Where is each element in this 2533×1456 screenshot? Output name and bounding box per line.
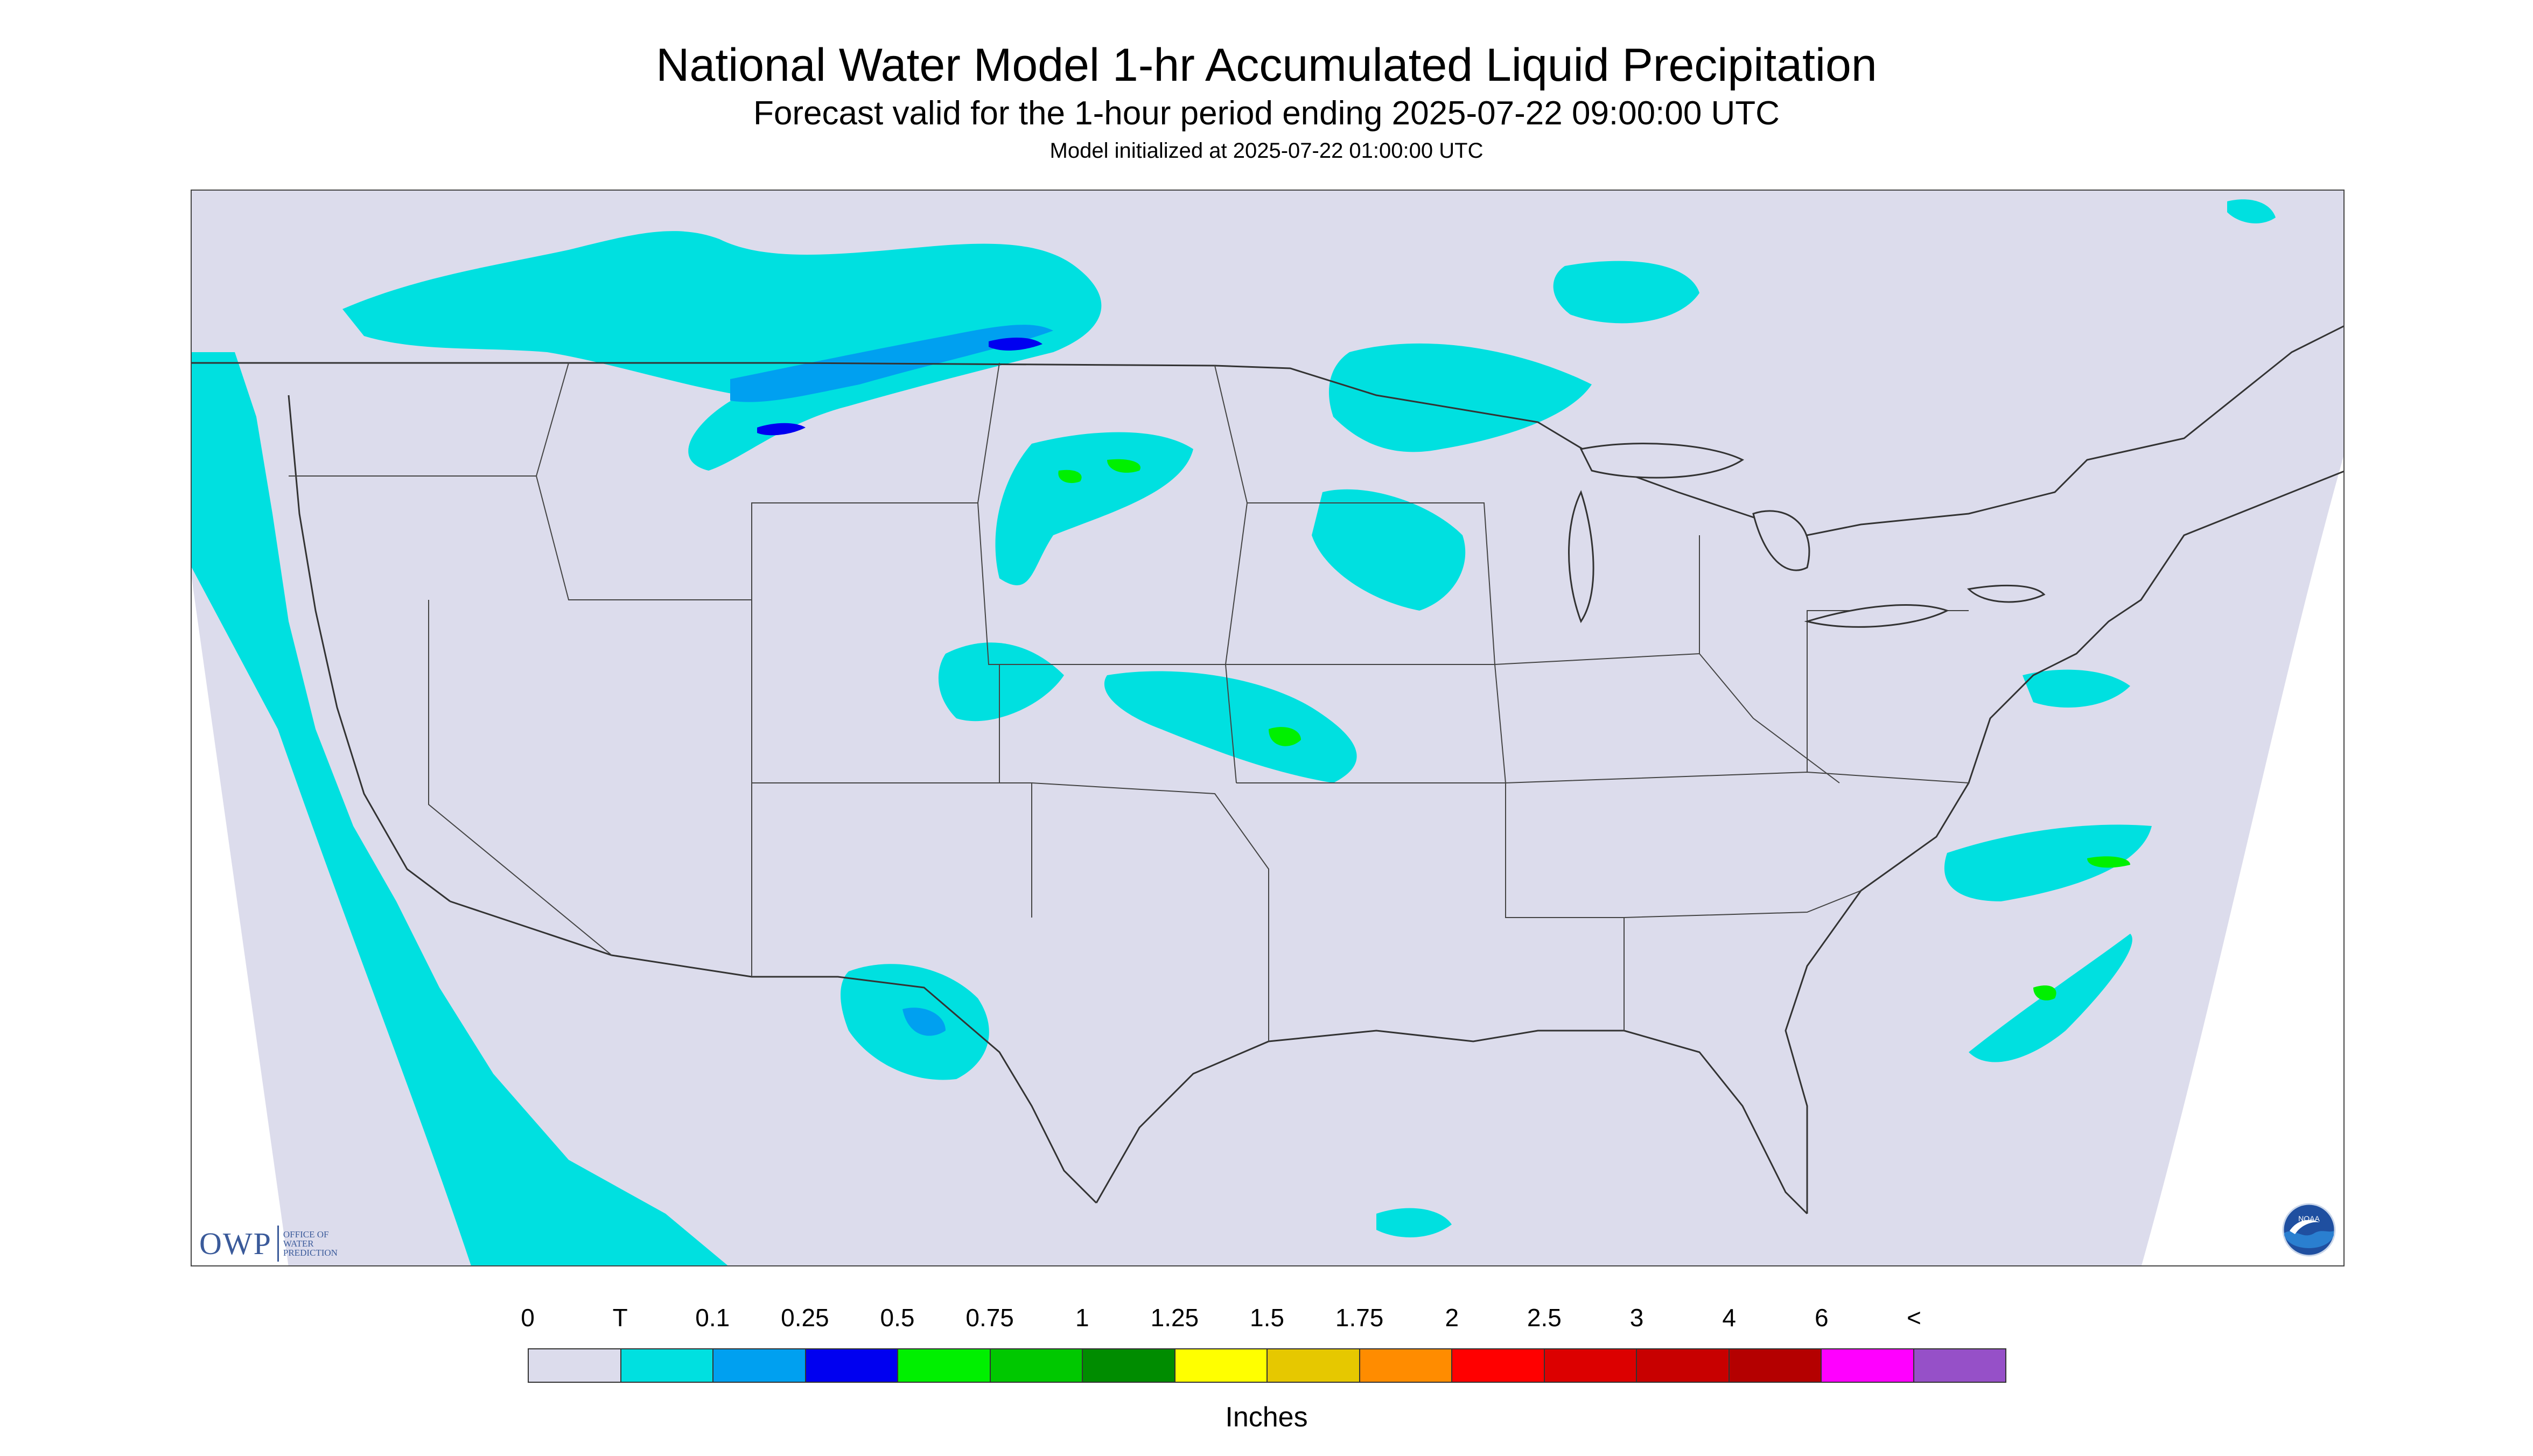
gulf-coastline [1095,1030,1808,1215]
legend-label: 6 [1814,1304,1829,1332]
legend-label: T [612,1304,628,1332]
legend-label: 4 [1722,1304,1736,1332]
legend-swatch [713,1349,806,1382]
model-init-time: Model initialized at 2025-07-22 01:00:00… [1049,139,1484,163]
legend-label: 0.75 [965,1304,1014,1332]
pacific-precip-band [192,352,728,1265]
precipitation-map[interactable]: OWP OFFICE OF WATER PREDICTION NOAA [191,190,2345,1266]
legend-swatch [1729,1349,1822,1382]
outside-domain-left [192,578,289,1265]
us-mexico-border [450,900,1097,1204]
map-canvas [192,199,2343,1265]
owp-logo-text: OFFICE OF WATER PREDICTION [283,1229,338,1258]
atlantic-coastline [1785,470,2343,1214]
precip-legend: 0 T 0.1 0.25 0.5 0.75 1 1.25 1.5 1.75 2 2.5 3 4 6 < [521,1303,2006,1383]
precip-atlantic-core [2033,985,2056,1000]
legend-color-bar [528,1348,2006,1383]
legend-label: < [1906,1304,1921,1332]
precip-northwest [342,231,1102,471]
map-subtitle: Forecast valid for the 1-hour period end… [753,95,1780,132]
precip-texas-light [902,1007,946,1036]
legend-label: 2 [1445,1304,1459,1332]
legend-label: 0 [521,1304,535,1332]
map-title: National Water Model 1-hr Accumulated Li… [656,39,1877,91]
precip-colorado [938,642,1064,722]
precip-montana-moderate [989,338,1042,351]
precip-kansas [1104,671,1357,783]
legend-label: 0.1 [695,1304,730,1332]
outside-domain-right [2142,457,2343,1265]
legend-label: 2.5 [1527,1304,1562,1332]
legend-label: 1.25 [1150,1304,1199,1332]
legend-label: 1.75 [1335,1304,1384,1332]
legend-swatch [990,1349,1083,1382]
legend-swatch [1637,1349,1730,1382]
noaa-logo-text: NOAA [2298,1214,2320,1223]
legend-swatch [1175,1349,1268,1382]
us-canada-border [192,325,2343,536]
precip-dakotas-core2 [1107,459,1140,473]
precip-gulf [1376,1208,1452,1237]
precip-dakotas [995,432,1193,585]
legend-label: 0.25 [781,1304,829,1332]
legend-label: 3 [1629,1304,1644,1332]
precip-minnesota [1328,343,1592,452]
precip-ontario [1553,261,1699,324]
legend-labels: 0 T 0.1 0.25 0.5 0.75 1 1.25 1.5 1.75 2 2.5 3 4 6 < [521,1303,2006,1341]
pacific-coastline [288,395,451,902]
owp-logo: OWP OFFICE OF WATER PREDICTION [199,1224,338,1262]
noaa-logo: NOAA [2282,1203,2336,1257]
precip-idaho-moderate [757,423,806,436]
legend-swatch [898,1349,991,1382]
legend-swatch [806,1349,898,1382]
legend-label: 1 [1075,1304,1089,1332]
legend-swatch [529,1349,621,1382]
legend-swatch [1452,1349,1545,1382]
state-boundaries [289,362,1969,1041]
legend-units: Inches [1225,1402,1308,1433]
precip-carolina-core [2087,856,2130,868]
legend-swatch [1360,1349,1452,1382]
precip-newengland [2023,669,2130,708]
legend-swatch [1914,1349,2005,1382]
precip-quebec [2227,199,2276,223]
owp-logo-letters: OWP [199,1225,279,1262]
precip-dakotas-core [1058,470,1082,484]
precip-carolina [1944,824,2152,901]
legend-label: 0.5 [880,1304,915,1332]
legend-swatch [1083,1349,1175,1382]
precip-kansas-core [1269,727,1301,746]
precip-wisconsin [1312,489,1466,611]
legend-swatch [1544,1349,1637,1382]
legend-swatch [1822,1349,1914,1382]
great-lakes [1568,443,2046,628]
legend-label: 1.5 [1250,1304,1284,1332]
legend-swatch [621,1349,713,1382]
legend-swatch [1268,1349,1360,1382]
